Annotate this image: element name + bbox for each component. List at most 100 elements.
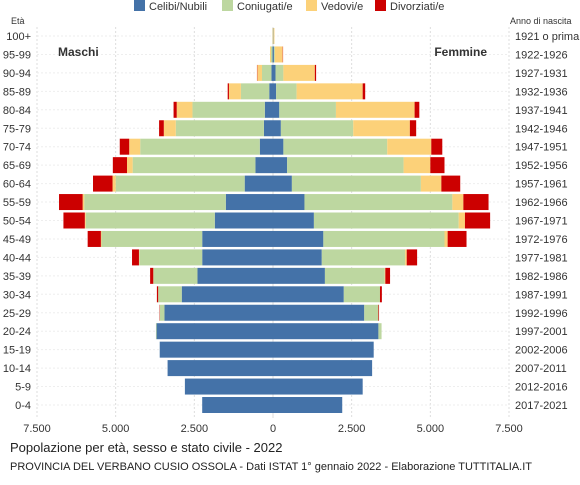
bar-male-coniugati-16 [156,323,157,339]
bar-female-coniugate-4 [279,102,336,118]
bar-female-vedove-6 [387,139,431,155]
bar-male-coniugati-15 [160,305,165,321]
age-label-0: 100+ [6,31,31,43]
x-tick-label-2: 2.500 [181,423,209,435]
bar-female-vedove-8 [421,176,441,192]
bar-female-coniugate-3 [276,83,296,99]
y-left-header: Età [11,16,25,26]
bar-male-coniugati-9 [84,194,226,210]
bar-female-coniugate-2 [276,65,284,81]
y-right-header: Anno di nascita [510,16,572,26]
birth-year-label-16: 1997-2001 [515,326,568,338]
bar-female-vedove-4 [336,102,415,118]
bar-male-coniugati-11 [102,231,203,247]
legend-label-1: Coniugati/e [237,1,293,13]
bar-male-coniugati-5 [176,120,264,136]
bar-female-divorziate-3 [363,83,366,99]
bar-male-vedovi-10 [85,213,86,229]
bar-female-coniugate-12 [322,249,405,265]
bar-male-coniugati-10 [86,213,215,229]
females-label: Femmine [434,45,487,59]
birth-year-label-17: 2002-2006 [515,345,568,357]
bar-male-celibi-2 [271,65,273,81]
age-label-18: 10-14 [3,363,31,375]
bar-female-divorziate-15 [378,305,379,321]
bar-male-vedovi-11 [101,231,102,247]
bar-female-vedove-1 [275,46,283,62]
birth-year-label-2: 1927-1931 [515,68,568,80]
bar-male-divorziati-7 [113,157,127,173]
bar-female-nubili-15 [273,305,364,321]
birth-year-label-12: 1977-1981 [515,252,568,264]
x-tick-label-6: 7.500 [495,423,523,435]
bar-female-vedove-12 [405,249,407,265]
legend-label-0: Celibi/Nubili [149,1,207,13]
birth-year-label-19: 2012-2016 [515,382,568,394]
age-label-10: 50-54 [3,216,31,228]
legend-swatch-2 [306,0,317,11]
age-label-4: 80-84 [3,105,31,117]
bar-male-celibi-15 [164,305,273,321]
bar-male-coniugati-14 [158,286,182,302]
bar-male-celibi-16 [157,323,273,339]
bar-male-divorziati-9 [59,194,83,210]
birth-year-label-18: 2007-2011 [515,363,567,375]
bar-female-divorziate-7 [430,157,444,173]
bar-female-nubili-10 [273,213,314,229]
bar-female-vedove-7 [404,157,431,173]
legend-swatch-1 [222,0,233,11]
bar-male-vedovi-1 [270,46,271,62]
bar-male-celibi-11 [202,231,273,247]
bar-female-vedove-0 [273,28,274,44]
bar-female-divorziate-8 [441,176,460,192]
bar-male-coniugati-3 [241,83,269,99]
age-label-1: 95-99 [3,49,31,61]
bar-female-vedove-9 [452,194,463,210]
legend-swatch-0 [134,0,145,11]
bar-female-coniugate-8 [292,176,421,192]
bar-male-vedovi-2 [257,65,262,81]
bar-female-divorziate-9 [463,194,488,210]
age-label-9: 55-59 [3,197,31,209]
x-tick-label-1: 5.000 [102,423,130,435]
bar-female-divorziate-10 [465,213,490,229]
bar-female-divorziate-14 [380,286,382,302]
bar-female-coniugate-14 [344,286,380,302]
x-tick-label-5: 5.000 [417,423,445,435]
birth-year-label-8: 1957-1961 [515,179,568,191]
bar-female-nubili-14 [273,286,344,302]
birth-year-label-6: 1947-1951 [515,142,568,154]
bar-female-coniugate-13 [325,268,385,284]
bar-male-vedovi-5 [164,120,176,136]
bar-female-coniugate-6 [283,139,387,155]
bar-female-coniugate-11 [323,231,444,247]
males-label: Maschi [58,45,99,59]
bar-male-celibi-8 [245,176,273,192]
bar-female-divorziate-4 [415,102,420,118]
bar-male-vedovi-8 [113,176,116,192]
birth-year-label-10: 1967-1971 [515,216,568,228]
age-label-2: 90-94 [3,68,31,80]
bar-male-coniugati-12 [139,249,202,265]
age-label-8: 60-64 [3,179,31,191]
bar-male-divorziati-4 [174,102,177,118]
bar-male-celibi-17 [160,342,273,358]
age-label-15: 25-29 [3,308,31,320]
bar-male-divorziati-12 [132,249,139,265]
bar-male-celibi-5 [264,120,273,136]
legend-label-3: Divorziati/e [390,1,444,13]
bar-female-nubili-11 [273,231,323,247]
birth-year-label-14: 1987-1991 [515,289,568,301]
bar-male-divorziati-6 [120,139,129,155]
bar-female-coniugate-9 [304,194,452,210]
bar-male-vedovi-4 [177,102,193,118]
bar-male-divorziati-8 [93,176,113,192]
chart-title: Popolazione per età, sesso e stato civil… [10,440,282,455]
bar-male-coniugati-4 [192,102,264,118]
birth-year-label-4: 1937-1941 [515,105,568,117]
birth-year-label-0: 1921 o prima [515,31,580,43]
bar-female-nubili-12 [273,249,322,265]
bar-female-nubili-4 [273,102,279,118]
bar-female-vedove-2 [283,65,314,81]
